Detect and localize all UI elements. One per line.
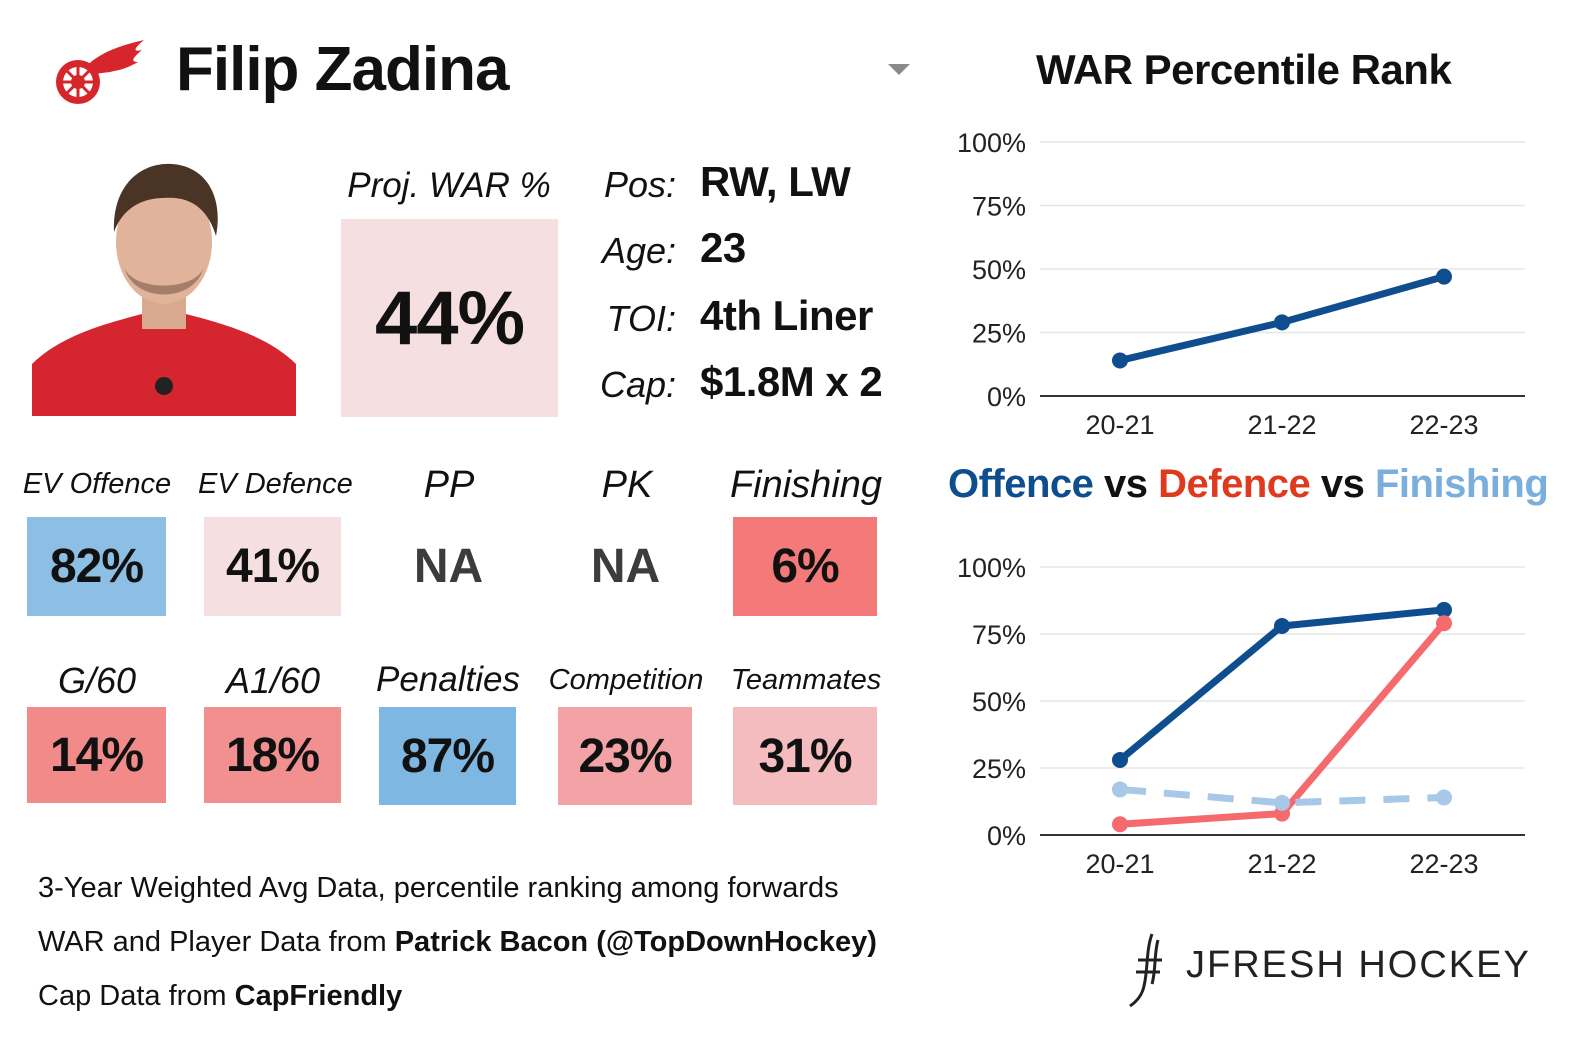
war-percentile-chart: 0% 25% 50% 75% 100% 20-21 21-22 22-23 [957,128,1525,440]
y-tick-label: 0% [987,382,1026,412]
penalties-label: Penalties [376,660,520,699]
footnote-line3: Cap Data from CapFriendly [38,980,402,1013]
offence-defence-finishing-chart: 0% 25% 50% 75% 100% 20-21 21-22 22-23 [957,553,1525,879]
y-tick-label: 25% [972,754,1026,784]
series-line [1119,785,1445,807]
age-value: 23 [700,224,746,271]
ev-defence-value: 41% [204,517,341,616]
y-tick-label: 75% [972,192,1026,222]
finishing-label: Finishing [729,464,883,506]
y-tick-label: 0% [987,821,1026,851]
teammates-value: 31% [733,707,877,805]
ev-defence-label: EV Defence [198,468,353,500]
x-tick-label: 21-22 [1247,849,1316,879]
footnote-line3-prefix: Cap Data from [38,980,235,1012]
data-point [1274,794,1290,811]
pos-value: RW, LW [700,158,851,205]
proj-war-value: 44% [341,219,558,417]
pk-value: NA [590,540,661,593]
toi-value: 4th Liner [700,292,873,339]
ovd-chart-title: Offence vs Defence vs Finishing [948,462,1549,507]
x-tick-label: 20-21 [1085,849,1154,879]
g60-label: G/60 [57,660,137,701]
player-headshot-image [32,154,296,416]
y-tick-label: 75% [972,620,1026,650]
y-tick-label: 50% [972,255,1026,285]
a160-label: A1/60 [225,660,321,701]
data-point [1112,781,1128,798]
footnote-line2-prefix: WAR and Player Data from [38,926,395,958]
red-wings-logo-icon [56,40,144,104]
data-point [1436,789,1452,806]
player-name: Filip Zadina [176,35,509,104]
x-tick-label: 21-22 [1247,410,1316,440]
g60-value: 14% [27,707,166,803]
pk-label: PK [601,464,653,506]
proj-war-label: Proj. WAR % [347,166,551,205]
footnote-line2: WAR and Player Data from Patrick Bacon (… [38,926,877,959]
footnote-line1: 3-Year Weighted Avg Data, percentile ran… [38,872,839,904]
y-tick-label: 25% [972,319,1026,349]
ovd-title-vs2: vs [1310,462,1375,506]
pp-value: NA [413,540,484,593]
ovd-title-defence: Defence [1158,462,1311,506]
jfresh-hockey-logo-icon [1129,933,1162,1008]
data-point [1274,314,1290,331]
ovd-title-offence: Offence [948,462,1094,506]
penalties-value: 87% [379,707,516,805]
x-tick-label: 22-23 [1409,410,1478,440]
data-point [1436,601,1452,618]
cap-value: $1.8M x 2 [700,358,883,405]
data-point [1112,352,1128,369]
pp-label: PP [423,464,475,506]
y-tick-label: 50% [972,687,1026,717]
x-tick-label: 22-23 [1409,849,1478,879]
footnote-line2-source: Patrick Bacon (@TopDownHockey) [394,926,877,958]
cap-label: Cap: [599,364,676,405]
competition-value: 23% [558,707,692,805]
finishing-value: 6% [733,517,877,616]
x-tick-label: 20-21 [1085,410,1154,440]
data-point [1112,816,1128,833]
ovd-title-finishing: Finishing [1375,462,1549,506]
competition-label: Competition [548,664,704,696]
y-tick-label: 100% [957,553,1026,583]
toi-label: TOI: [606,298,676,339]
footnote-line3-source: CapFriendly [234,980,403,1012]
a160-value: 18% [204,707,341,803]
teammates-label: Teammates [730,664,882,696]
pos-label: Pos: [603,164,676,205]
caret-down-icon[interactable] [888,64,910,75]
data-point [1274,617,1290,634]
data-point [1436,615,1452,632]
y-tick-label: 100% [957,128,1026,158]
ovd-title-vs1: vs [1093,462,1159,506]
age-label: Age: [601,230,676,271]
data-point [1112,751,1128,768]
war-chart-title: WAR Percentile Rank [1036,46,1452,93]
brand-name: JFRESH HOCKEY [1186,944,1531,986]
ev-offence-value: 82% [27,517,166,616]
ev-offence-label: EV Offence [22,468,172,500]
data-point [1436,268,1452,285]
